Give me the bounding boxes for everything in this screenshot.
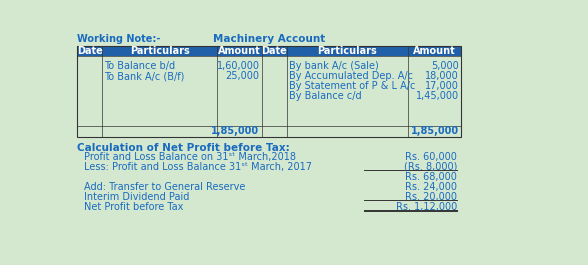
Text: Net Profit before Tax: Net Profit before Tax [84, 202, 183, 212]
Bar [286, 46, 408, 56]
Text: 1,85,000: 1,85,000 [410, 126, 459, 136]
Bar [262, 126, 286, 136]
Bar [102, 126, 217, 136]
Text: Rs. 68,000: Rs. 68,000 [405, 172, 457, 182]
Bar [262, 46, 286, 56]
Text: Profit and Loss Balance on 31ˢᵗ March,2018: Profit and Loss Balance on 31ˢᵗ March,20… [84, 152, 296, 162]
Bar [217, 126, 262, 136]
Text: 1,85,000: 1,85,000 [211, 126, 259, 136]
Text: Particulars: Particulars [318, 46, 377, 56]
Bar [408, 126, 461, 136]
Bar [286, 56, 408, 126]
Text: Amount: Amount [413, 46, 456, 56]
Text: 17,000: 17,000 [425, 81, 459, 91]
Text: Rs. 24,000: Rs. 24,000 [405, 182, 457, 192]
Text: By bank A/c (Sale): By bank A/c (Sale) [289, 61, 379, 71]
Text: Less: Profit and Loss Balance 31ˢᵗ March, 2017: Less: Profit and Loss Balance 31ˢᵗ March… [84, 162, 312, 172]
Text: By Statement of P & L A/c: By Statement of P & L A/c [289, 81, 415, 91]
Text: 5,000: 5,000 [431, 61, 459, 71]
Text: Rs. 60,000: Rs. 60,000 [405, 152, 457, 162]
Text: Date: Date [77, 46, 103, 56]
Text: Date: Date [261, 46, 287, 56]
Text: To Balance b/d: To Balance b/d [105, 61, 176, 71]
Text: Working Note:-: Working Note:- [78, 34, 161, 44]
Bar [408, 46, 461, 56]
Text: Interim Dividend Paid: Interim Dividend Paid [84, 192, 190, 202]
Bar [217, 56, 262, 126]
Text: Rs. 20,000: Rs. 20,000 [405, 192, 457, 202]
Bar [408, 56, 461, 126]
Text: (Rs. 8,000): (Rs. 8,000) [404, 162, 457, 172]
Bar [262, 56, 286, 126]
Text: By Accumulated Dep. A/c: By Accumulated Dep. A/c [289, 71, 413, 81]
Bar [286, 126, 408, 136]
Bar [78, 46, 461, 136]
Text: Calculation of Net Profit before Tax:: Calculation of Net Profit before Tax: [78, 143, 290, 153]
Text: 1,45,000: 1,45,000 [416, 91, 459, 101]
Text: 1,60,000: 1,60,000 [216, 61, 259, 71]
Text: By Balance c/d: By Balance c/d [289, 91, 362, 101]
Text: Add: Transfer to General Reserve: Add: Transfer to General Reserve [84, 182, 246, 192]
Text: Particulars: Particulars [129, 46, 189, 56]
Text: Rs. 1,12,000: Rs. 1,12,000 [396, 202, 457, 212]
Text: Amount: Amount [218, 46, 260, 56]
Bar [217, 46, 262, 56]
Bar [102, 46, 217, 56]
Text: To Bank A/c (B/f): To Bank A/c (B/f) [105, 71, 185, 81]
Text: Machinery Account: Machinery Account [213, 34, 325, 44]
Text: 18,000: 18,000 [425, 71, 459, 81]
Bar [102, 56, 217, 126]
Bar [78, 126, 102, 136]
Bar [78, 46, 102, 56]
Text: 25,000: 25,000 [226, 71, 259, 81]
Bar [78, 56, 102, 126]
